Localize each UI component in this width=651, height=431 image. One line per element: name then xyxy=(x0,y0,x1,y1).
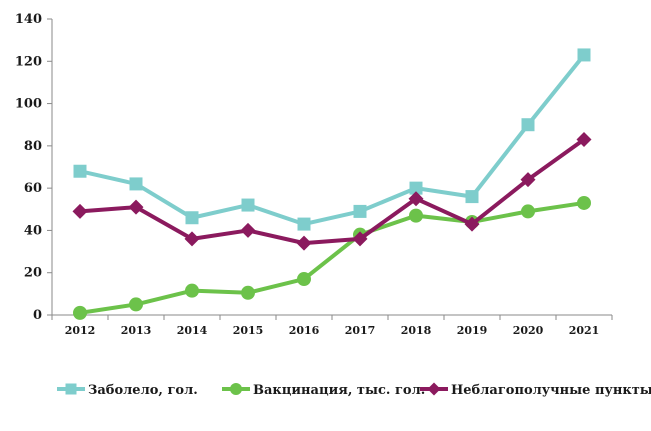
data-point xyxy=(184,231,200,247)
legend-marker xyxy=(427,382,441,396)
data-point xyxy=(521,204,535,219)
data-point xyxy=(521,118,535,132)
data-point xyxy=(296,235,312,251)
y-tick-label: 140 xyxy=(15,12,42,27)
series-diamond xyxy=(72,132,592,251)
data-point xyxy=(129,297,143,312)
x-tick-label: 2021 xyxy=(569,324,600,337)
series-line xyxy=(79,137,586,246)
legend-label: Заболело, гол. xyxy=(88,383,198,398)
data-point xyxy=(576,132,592,148)
data-point xyxy=(185,283,199,298)
data-point xyxy=(129,177,143,191)
x-tick-label: 2017 xyxy=(345,324,376,337)
data-point xyxy=(409,181,423,195)
y-tick-label: 100 xyxy=(15,97,42,112)
series-layer xyxy=(72,48,592,320)
x-tick-label: 2013 xyxy=(121,324,152,337)
x-axis-ticks: 2012 2013 2014 2015 2016 2017 2018 2019 2020 2021 xyxy=(51,315,613,337)
data-point xyxy=(185,211,199,225)
data-point xyxy=(465,190,479,204)
data-point xyxy=(464,216,480,232)
x-tick-label: 2018 xyxy=(401,324,432,337)
x-tick-label: 2019 xyxy=(457,324,488,337)
data-point xyxy=(297,217,311,231)
data-point xyxy=(72,203,88,219)
legend-item: Заболело, гол. xyxy=(57,383,198,398)
legend-label: Вакцинация, тыс. гол. xyxy=(253,383,425,398)
data-point xyxy=(128,199,144,215)
y-tick-label: 20 xyxy=(24,266,42,281)
data-point xyxy=(241,285,255,300)
data-point xyxy=(520,172,536,188)
y-tick-label: 40 xyxy=(24,223,42,238)
legend: Заболело, гол. Вакцинация, тыс. гол. Небла… xyxy=(57,382,651,398)
legend-marker xyxy=(65,383,77,395)
y-tick-label: 120 xyxy=(15,54,42,69)
data-point xyxy=(73,164,87,178)
series-square xyxy=(73,48,591,231)
axes xyxy=(51,19,612,316)
y-axis-ticks: 0 20 40 60 80 100 120 140 xyxy=(15,12,52,323)
data-point xyxy=(240,222,256,238)
x-tick-label: 2014 xyxy=(177,324,208,337)
x-tick-label: 2016 xyxy=(289,324,320,337)
data-point xyxy=(409,208,423,223)
legend-item: Вакцинация, тыс. гол. xyxy=(222,383,425,398)
series-line xyxy=(79,200,585,315)
series-circle xyxy=(73,195,591,320)
x-tick-label: 2015 xyxy=(233,324,264,337)
y-tick-label: 60 xyxy=(24,181,42,196)
y-tick-label: 80 xyxy=(24,139,42,154)
data-point xyxy=(241,198,255,212)
series-line xyxy=(79,53,586,227)
data-point xyxy=(73,305,87,320)
legend-label: Неблагополучные пункты xyxy=(451,383,651,398)
x-tick-label: 2020 xyxy=(513,324,544,337)
data-point xyxy=(577,195,591,210)
data-point xyxy=(353,204,367,218)
legend-item: Неблагополучные пункты xyxy=(420,382,651,398)
x-tick-label: 2012 xyxy=(65,324,96,337)
data-point xyxy=(297,272,311,287)
data-point xyxy=(352,231,368,247)
data-point xyxy=(408,191,424,207)
legend-marker xyxy=(230,383,242,395)
data-point xyxy=(577,48,591,62)
y-tick-label: 0 xyxy=(33,308,42,323)
